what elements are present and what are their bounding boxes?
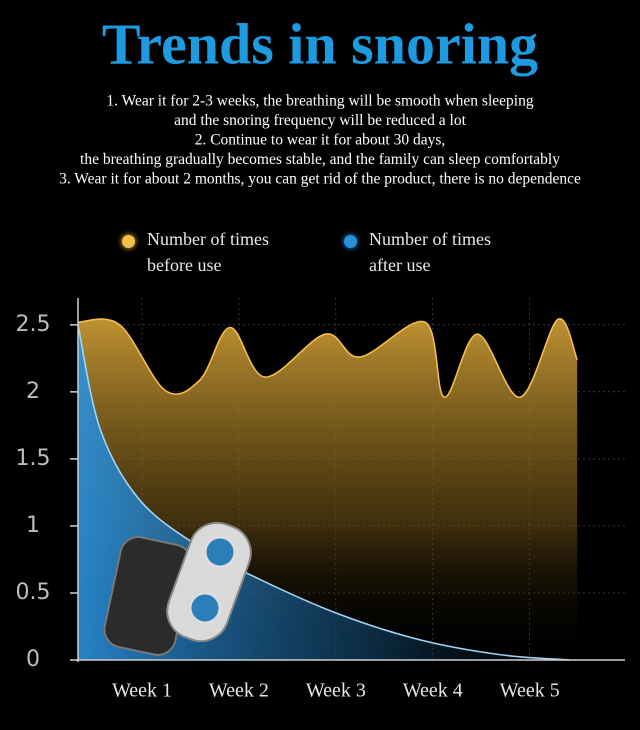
x-tick-label: Week 3 <box>306 680 366 702</box>
description-line: and the snoring frequency will be reduce… <box>174 112 467 129</box>
y-tick-label: 0.5 <box>16 580 51 605</box>
y-tick-label: 2 <box>26 379 40 404</box>
labels: 0 0.5 1 1.5 2 2.5 Week 1 Week 2 Week 3 Week 4 Week… <box>16 312 560 702</box>
chart-title: Trends in snoring <box>102 11 538 76</box>
x-tick-label: Week 2 <box>209 680 269 702</box>
description-line: the breathing gradually becomes stable, … <box>80 151 560 168</box>
x-tick-label: Week 4 <box>403 680 463 702</box>
line <box>77 324 570 661</box>
description-line: 2. Continue to wear it for about 30 days… <box>195 132 446 149</box>
y-tick-label: 1 <box>26 513 40 538</box>
y-tick-label: 1.5 <box>16 446 51 471</box>
description-line: 1. Wear it for 2-3 weeks, the breathing … <box>106 93 533 110</box>
legend-marker <box>122 235 135 248</box>
legend-label: Number of times after use <box>369 229 491 275</box>
legend-label: Number of times before use <box>147 229 269 275</box>
x-tick-label: Week 1 <box>112 680 172 702</box>
product-image <box>103 521 252 656</box>
legend-marker <box>344 235 357 248</box>
description-line: 3. Wear it for about 2 months, you can g… <box>59 171 581 188</box>
x-tick-label: Week 5 <box>500 680 560 702</box>
y-tick-label: 0 <box>26 647 40 672</box>
device-ring <box>203 535 237 569</box>
device-ring <box>188 591 222 625</box>
line <box>77 318 578 399</box>
y-tick-label: 2.5 <box>16 312 51 337</box>
